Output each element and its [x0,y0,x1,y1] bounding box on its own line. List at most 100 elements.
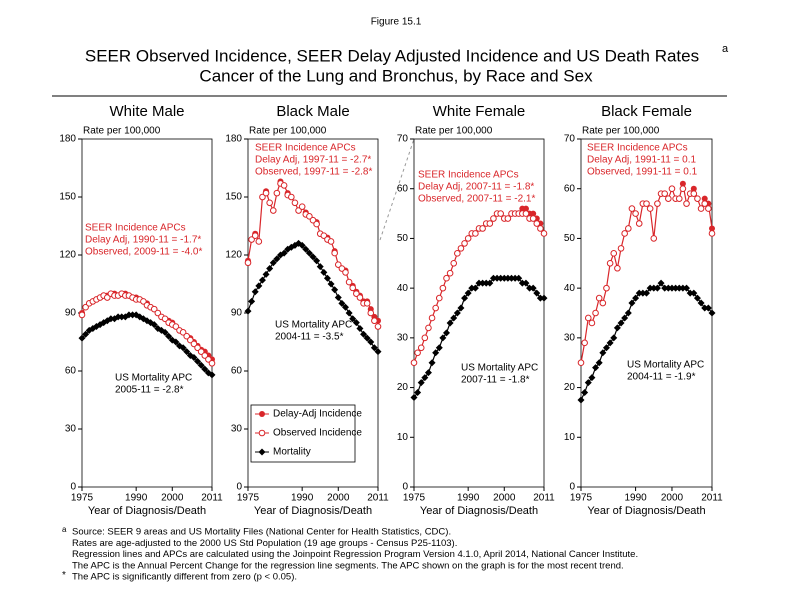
observed-marker [197,348,205,355]
observed-marker [646,205,654,212]
mortality-marker [497,274,505,282]
footnote-line: Regression lines and APCs are calculated… [72,549,638,560]
observed-marker [259,193,266,201]
mortality-marker [632,294,640,302]
observed-marker [537,225,544,232]
x-tick-label: 2011 [533,493,555,504]
observed-marker [313,220,320,228]
observed-marker [349,284,357,292]
mortality-marker [708,309,716,317]
mortality-note: 2007-11 = -1.8* [461,375,530,386]
observed-marker [584,314,592,322]
panel-title: Black Female [601,103,692,120]
incidence-note: Observed, 2007-11 = -2.1* [418,194,535,205]
mortality-marker [653,284,661,292]
delay-adj-marker [530,210,537,217]
observed-marker [439,284,447,292]
mortality-marker [266,265,274,273]
mortality-marker [595,359,603,367]
incidence-note: Observed, 2009-11 = -4.0* [85,247,202,258]
x-tick-label: 2000 [161,493,184,504]
observed-marker [610,250,618,257]
y-tick-label: 50 [564,233,576,244]
x-tick-label: 2011 [367,493,389,504]
mortality-marker [661,284,669,292]
observed-marker [201,352,209,359]
mortality-marker [201,365,209,373]
observed-marker [417,344,425,352]
mortality-marker [621,314,629,322]
incidence-note: SEER Incidence APCs [255,143,356,154]
mortality-marker [316,263,324,271]
mortality-marker [118,313,126,321]
observed-marker [588,319,596,327]
mortality-note: US Mortality APC [115,373,192,384]
legend-label: Mortality [273,447,311,458]
mortality-note: 2004-11 = -3.5* [275,332,344,343]
y-axis-label: Rate per 100,000 [415,126,493,137]
mortality-marker [331,286,339,294]
mortality-marker [482,279,490,287]
observed-marker [295,207,302,214]
observed-marker [665,195,672,202]
delay-adj-marker [709,225,715,232]
observed-marker [251,232,259,239]
mortality-marker [686,289,694,297]
y-tick-label: 150 [225,192,242,203]
mortality-marker [258,276,266,284]
mortality-marker [323,274,331,282]
observed-marker [661,190,668,197]
mortality-marker [258,448,266,456]
observed-marker [679,185,687,193]
mortality-marker [475,279,483,287]
observed-marker [450,259,458,267]
mortality-marker [172,338,180,346]
y-axis-label: Rate per 100,000 [582,126,660,137]
mortality-marker [439,334,447,342]
y-tick-label: 0 [70,482,76,493]
observed-marker [425,324,432,332]
observed-marker [432,304,439,312]
observed-marker [675,195,683,202]
observed-marker [504,215,512,222]
mortality-marker [613,324,621,332]
mortality-marker [515,274,523,282]
mortality-marker [610,334,618,342]
observed-marker [338,265,346,272]
mortality-marker [352,319,360,327]
footnote-marker: * [62,570,66,581]
observed-marker [443,274,450,282]
mortality-marker [309,253,317,261]
observed-marker [617,245,625,252]
mortality-marker [461,294,469,302]
observed-marker [288,193,295,201]
mortality-marker [446,319,454,327]
observed-marker [309,216,317,224]
mortality-marker [417,379,425,387]
mortality-marker [675,284,683,292]
observed-marker [248,236,255,243]
mortality-marker [165,332,173,340]
observed-marker [414,349,421,357]
mortality-marker [606,339,614,347]
mortality-marker [269,259,277,267]
mortality-marker [457,304,465,312]
mortality-marker [255,282,263,290]
mortality-marker [334,294,342,302]
mortality-marker [672,284,680,292]
observed-marker [632,210,639,217]
y-tick-label: 70 [564,134,576,145]
footnote-line: The APC is the Annual Percent Change for… [72,560,624,571]
plot-frame [81,138,213,488]
mortality-marker [82,330,90,338]
incidence-note: Delay Adj, 2007-11 = -1.8* [418,182,534,193]
x-tick-label: 1990 [624,493,647,504]
mortality-marker [511,274,519,282]
observed-marker [606,259,614,267]
mortality-marker [657,279,665,287]
delay-adj-marker [522,205,529,212]
observed-marker [529,215,537,222]
observed-marker [592,309,599,317]
observed-marker [697,205,705,212]
incidence-note: Delay Adj, 1990-11 = -1.7* [85,235,201,246]
